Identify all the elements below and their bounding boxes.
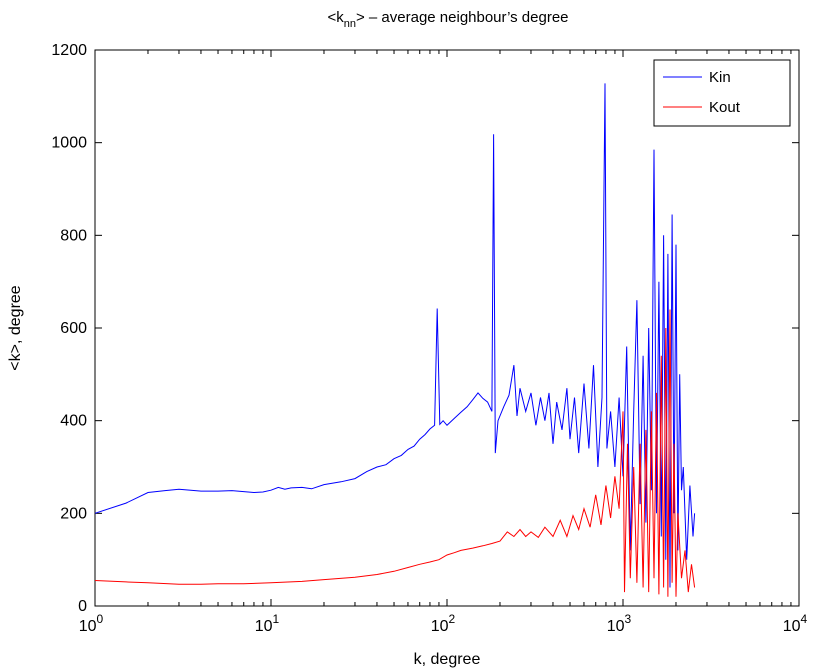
chart-title-subscript: nn xyxy=(344,18,356,30)
legend: Kin Kout xyxy=(653,59,791,127)
chart-title: <knn> – average neighbour’s degree xyxy=(327,9,568,30)
series-layer xyxy=(94,83,696,597)
series-line-kout xyxy=(94,309,696,597)
x-axis: 100 101 102 103 104 xyxy=(79,50,808,635)
x-tick-label: 102 xyxy=(431,612,456,635)
chart-title-main: <k xyxy=(327,9,344,26)
y-axis: 0 200 400 600 800 1000 1200 xyxy=(51,42,799,615)
x-tick-label: 101 xyxy=(255,612,280,635)
y-tick-label: 1200 xyxy=(51,42,87,59)
legend-box xyxy=(653,59,791,127)
x-tick-label: 103 xyxy=(607,612,632,635)
x-tick-label: 100 xyxy=(79,612,104,635)
y-tick-label: 1000 xyxy=(51,135,87,152)
x-tick-label: 104 xyxy=(783,612,808,635)
y-tick-label: 400 xyxy=(60,413,87,430)
y-tick-label: 600 xyxy=(60,320,87,337)
legend-label-kout: Kout xyxy=(709,99,741,116)
chart-title-rest: > – average neighbour’s degree xyxy=(356,9,569,26)
y-tick-label: 800 xyxy=(60,227,87,244)
legend-label-kin: Kin xyxy=(709,69,731,86)
y-axis-label: <k>, degree xyxy=(7,285,24,371)
y-tick-label: 200 xyxy=(60,505,87,522)
x-axis-label: k, degree xyxy=(414,651,481,668)
y-tick-label: 0 xyxy=(78,598,87,615)
plot-area xyxy=(94,49,800,607)
